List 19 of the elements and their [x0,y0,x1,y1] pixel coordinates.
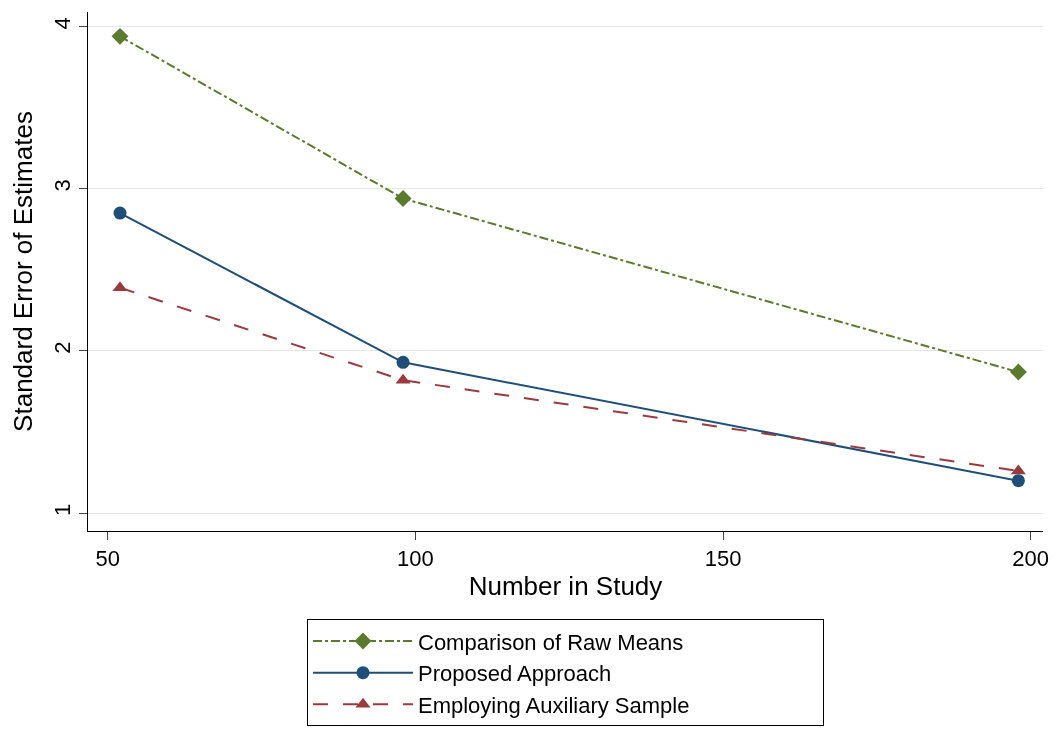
y-tick-label: 3 [50,179,76,192]
x-tick-label: 200 [1012,546,1050,572]
point [396,355,410,369]
x-tick-label: 150 [704,546,742,572]
x-tick-label: 50 [95,546,120,572]
x-tick-label: 100 [397,546,434,572]
legend-label: Proposed Approach [418,661,612,687]
legend-label: Employing Auxiliary Sample [418,692,690,718]
x-axis-title: Number in Study [468,571,663,602]
point [113,206,127,220]
point [111,27,129,45]
y-tick-label: 2 [50,341,76,354]
point [394,190,412,207]
point [1011,474,1025,488]
y-tick-label: 4 [50,17,76,30]
y-axis-title: Standard Error of Estimates [7,111,38,432]
y-tick-label: 1 [50,503,76,516]
legend-label: Comparison of Raw Means [418,629,684,655]
point [1009,363,1027,381]
